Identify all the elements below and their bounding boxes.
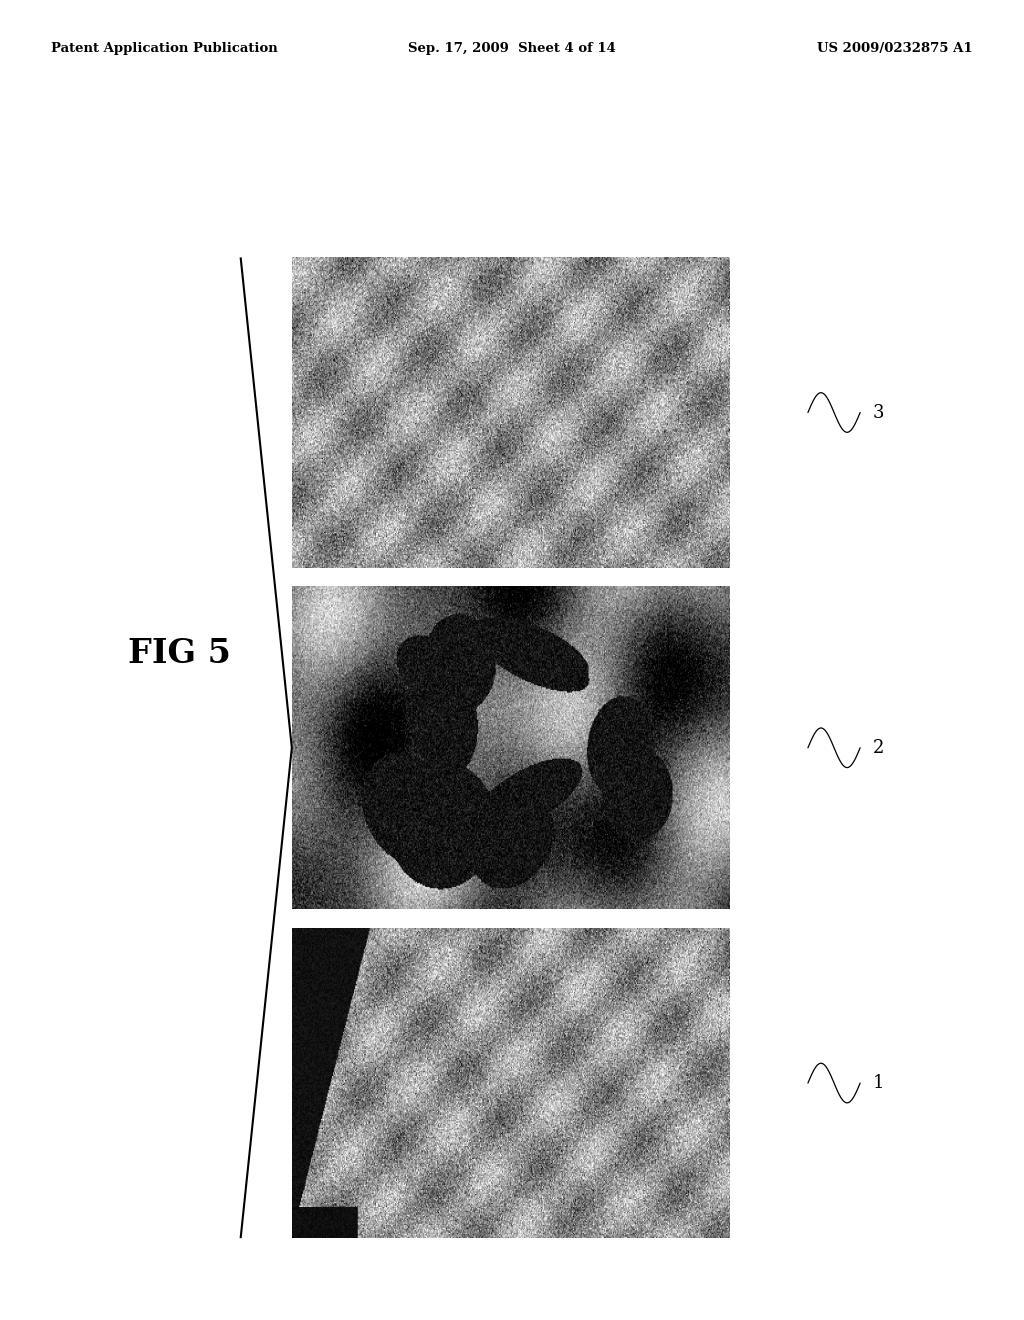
Text: Patent Application Publication: Patent Application Publication — [51, 42, 278, 55]
Text: EHT = 20.000 kV: EHT = 20.000 kV — [761, 521, 766, 577]
Text: 1: 1 — [872, 1074, 884, 1092]
Text: FIG 5: FIG 5 — [128, 636, 230, 671]
Text: Sep. 17, 2009  Sheet 4 of 14: Sep. 17, 2009 Sheet 4 of 14 — [408, 42, 616, 55]
Text: Mag = 35 X: Mag = 35 X — [761, 492, 766, 531]
Text: Date :14 Jan 2005: Date :14 Jan 2005 — [761, 671, 766, 734]
Text: US 2009/0232875 A1: US 2009/0232875 A1 — [817, 42, 973, 55]
Text: 1mm: 1mm — [761, 478, 766, 487]
Text: Mag = 25 X: Mag = 25 X — [761, 1163, 766, 1201]
Text: Detector = QBSD: Detector = QBSD — [761, 264, 766, 319]
Text: 1mm: 1mm — [761, 1148, 766, 1158]
Text: Date :14 Jan 2005: Date :14 Jan 2005 — [761, 1008, 766, 1072]
Text: Mag = 100 X: Mag = 100 X — [761, 830, 766, 873]
Text: EHT = 20.000 kV: EHT = 20.000 kV — [761, 862, 766, 919]
Text: Detector = QBSD: Detector = QBSD — [761, 593, 766, 649]
Text: EHT = 20.000 kV: EHT = 20.000 kV — [761, 1192, 766, 1247]
Text: Detector = QBSD: Detector = QBSD — [761, 935, 766, 990]
Text: 3: 3 — [872, 404, 884, 421]
Text: 2: 2 — [872, 739, 884, 756]
Text: 100um: 100um — [761, 816, 766, 832]
Text: Date :12 Jan 2005: Date :12 Jan 2005 — [761, 338, 766, 401]
